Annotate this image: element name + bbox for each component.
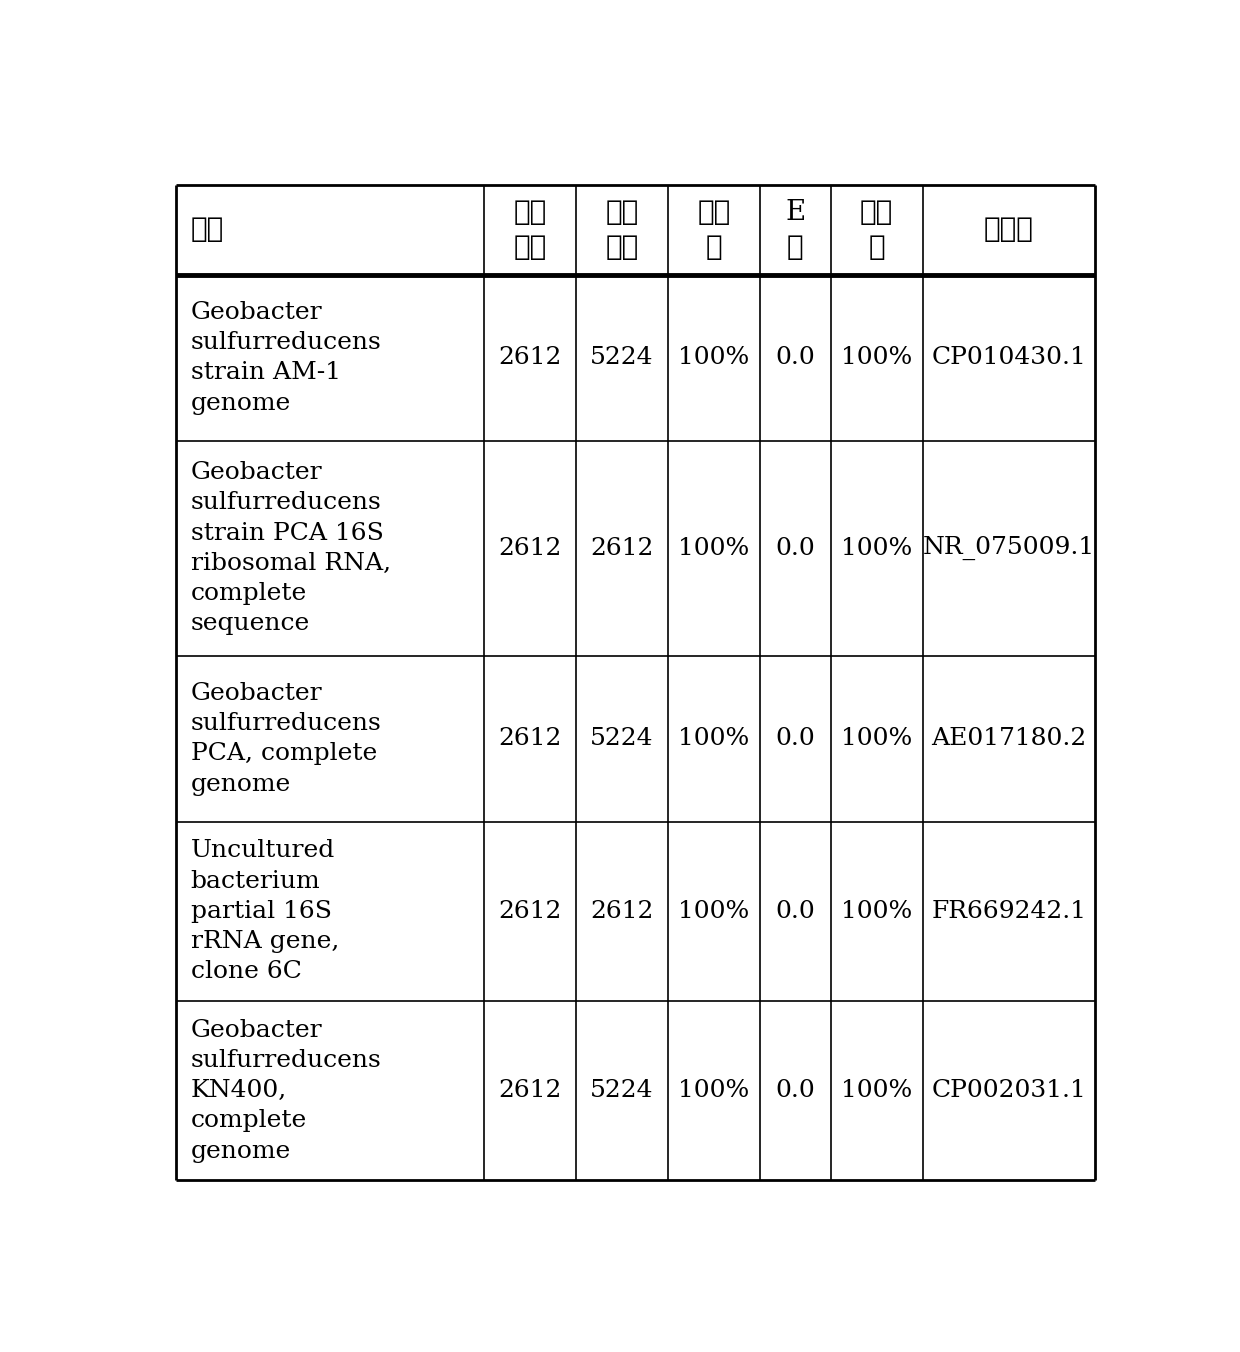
Text: 100%: 100% [841,727,913,750]
Text: 0.0: 0.0 [775,537,815,560]
Text: 序列号: 序列号 [983,216,1034,243]
Text: 2612: 2612 [590,900,653,923]
Text: 2612: 2612 [498,346,562,369]
Text: 100%: 100% [678,346,749,369]
Text: 0.0: 0.0 [775,900,815,923]
Text: 2612: 2612 [590,537,653,560]
Text: Geobacter
sulfurreducens
strain AM-1
genome: Geobacter sulfurreducens strain AM-1 gen… [191,301,382,415]
Text: 区匹
配分: 区匹 配分 [513,199,547,261]
Text: Geobacter
sulfurreducens
KN400,
complete
genome: Geobacter sulfurreducens KN400, complete… [191,1019,382,1163]
Text: 100%: 100% [841,537,913,560]
Text: 100%: 100% [841,900,913,923]
Text: 100%: 100% [841,1079,913,1102]
Text: 2612: 2612 [498,727,562,750]
Text: CP002031.1: CP002031.1 [931,1079,1086,1102]
Text: 100%: 100% [841,346,913,369]
Text: 2612: 2612 [498,537,562,560]
Text: 总体
分值: 总体 分值 [605,199,639,261]
Text: CP010430.1: CP010430.1 [931,346,1086,369]
Text: AE017180.2: AE017180.2 [931,727,1086,750]
Text: 100%: 100% [678,727,749,750]
Text: 100%: 100% [678,537,749,560]
Text: 0.0: 0.0 [775,727,815,750]
Text: Uncultured
bacterium
partial 16S
rRNA gene,
clone 6C: Uncultured bacterium partial 16S rRNA ge… [191,840,339,983]
Text: 100%: 100% [678,1079,749,1102]
Text: 2612: 2612 [498,1079,562,1102]
Text: FR669242.1: FR669242.1 [931,900,1086,923]
Text: NR_075009.1: NR_075009.1 [923,537,1095,560]
Text: E
值: E 值 [785,199,805,261]
Text: 0.0: 0.0 [775,346,815,369]
Text: 2612: 2612 [498,900,562,923]
Text: Geobacter
sulfurreducens
PCA, complete
genome: Geobacter sulfurreducens PCA, complete g… [191,681,382,795]
Text: 0.0: 0.0 [775,1079,815,1102]
Text: 描述: 描述 [191,216,223,243]
Text: 5224: 5224 [590,346,653,369]
Text: 100%: 100% [678,900,749,923]
Text: Geobacter
sulfurreducens
strain PCA 16S
ribosomal RNA,
complete
sequence: Geobacter sulfurreducens strain PCA 16S … [191,461,391,635]
Text: 5224: 5224 [590,1079,653,1102]
Text: 一致
性: 一致 性 [861,199,893,261]
Text: 覆盖
率: 覆盖 率 [697,199,730,261]
Text: 5224: 5224 [590,727,653,750]
